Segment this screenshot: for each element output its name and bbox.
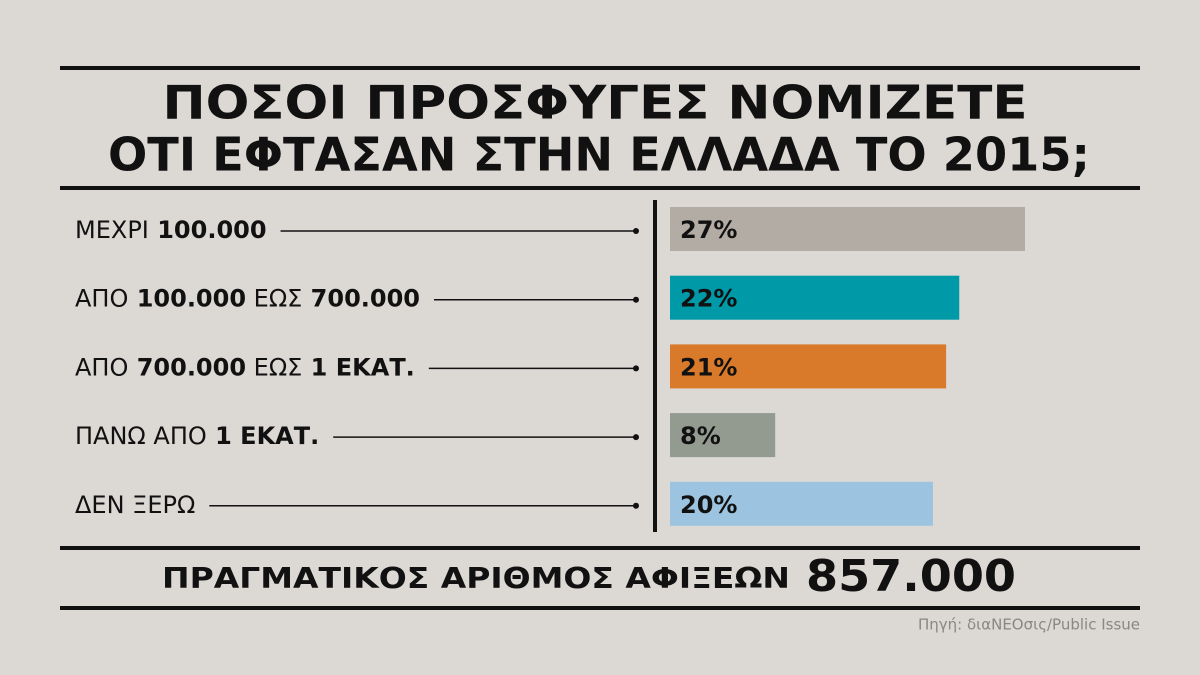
leader-dot — [633, 434, 639, 441]
leader-dot — [633, 228, 639, 234]
category-label: ΑΠΟ 700.000 ΕΩΣ 1 ΕΚΑΤ. — [75, 353, 415, 381]
chart-title: ΟΤΙ ΕΦΤΑΣΑΝ ΣΤΗΝ ΕΛΛΑΔΑ ΤΟ 2015; — [108, 128, 1090, 182]
bar — [670, 413, 776, 458]
footer-label: ΠΡΑΓΜΑΤΙΚΟΣ ΑΡΙΘΜΟΣ ΑΦΙΞΕΩΝ — [162, 562, 790, 595]
value-label: 20% — [680, 491, 737, 519]
label-part: ΕΩΣ — [246, 353, 302, 381]
label-part: 700.000 — [128, 353, 246, 381]
bar — [670, 207, 1025, 251]
label-part: ΑΠΟ — [146, 422, 207, 450]
category-label: ΑΠΟ 100.000 ΕΩΣ 700.000 — [75, 285, 420, 313]
category-label: ΠΑΝΩ ΑΠΟ 1 ΕΚΑΤ. — [75, 422, 319, 450]
bar — [670, 344, 947, 389]
label-part: ΠΑΝΩ — [75, 422, 146, 450]
leader-dot — [633, 365, 639, 372]
category-label: ΔΕΝ ΞΕΡΩ — [75, 491, 195, 519]
value-label: 21% — [680, 353, 737, 381]
category-label: ΜΕΧΡΙ 100.000 — [75, 216, 267, 244]
leader-dot — [633, 296, 639, 303]
label-part: ΞΕΡΩ — [125, 491, 196, 519]
label-part: ΑΠΟ — [75, 353, 128, 381]
value-label: 8% — [680, 422, 721, 450]
label-part: 1 — [302, 353, 327, 381]
label-part: ΕΚΑΤ. — [327, 353, 414, 381]
label-part: ΕΩΣ — [246, 285, 302, 313]
label-part: 1 — [207, 422, 232, 450]
label-part: ΑΠΟ — [75, 285, 128, 313]
leader-dot — [633, 502, 639, 509]
bar — [670, 481, 933, 526]
bar — [670, 275, 960, 320]
value-label: 27% — [680, 216, 737, 244]
value-label: 22% — [680, 285, 737, 313]
label-part: ΔΕΝ — [75, 491, 125, 519]
label-part: 700.000 — [302, 285, 420, 313]
label-part: 100.000 — [149, 216, 267, 244]
label-part: ΜΕΧΡΙ — [75, 216, 149, 244]
footer-value: 857.000 — [806, 551, 1016, 602]
label-part: ΕΚΑΤ. — [232, 422, 319, 450]
label-part: 100.000 — [128, 285, 246, 313]
chart-title: ΠΟΣΟΙ ΠΡΟΣΦΥΓΕΣ ΝΟΜΙΖΕΤΕ — [163, 76, 1028, 130]
source: Πηγή: διαΝΕΟσις/Public Issue — [918, 616, 1140, 634]
